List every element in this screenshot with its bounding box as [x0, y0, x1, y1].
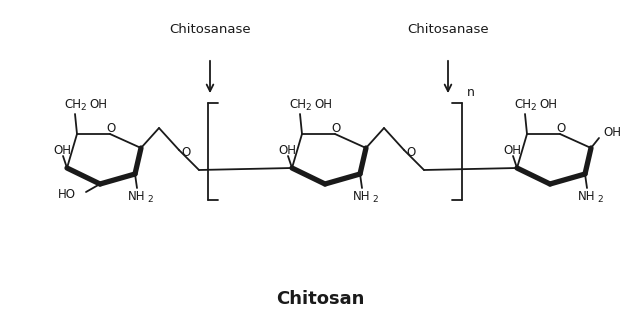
- Text: O: O: [106, 122, 116, 135]
- Text: CH: CH: [289, 98, 307, 110]
- Text: CH: CH: [515, 98, 531, 110]
- Text: 2: 2: [80, 102, 86, 112]
- Text: OH: OH: [89, 98, 107, 110]
- Text: OH: OH: [603, 126, 621, 139]
- Text: 2: 2: [372, 195, 378, 204]
- Text: NH: NH: [579, 190, 596, 203]
- Text: OH: OH: [503, 143, 521, 156]
- Text: n: n: [467, 86, 475, 99]
- Text: O: O: [556, 122, 566, 135]
- Text: Chitosan: Chitosan: [276, 290, 364, 308]
- Text: OH: OH: [53, 143, 71, 156]
- Text: 2: 2: [530, 102, 536, 112]
- Text: O: O: [181, 146, 190, 158]
- Text: Chitosanase: Chitosanase: [407, 23, 489, 36]
- Text: 2: 2: [597, 195, 603, 204]
- Text: OH: OH: [278, 143, 296, 156]
- Text: CH: CH: [65, 98, 81, 110]
- Text: 2: 2: [305, 102, 311, 112]
- Text: 2: 2: [147, 195, 152, 204]
- Text: Chitosanase: Chitosanase: [169, 23, 251, 36]
- Text: O: O: [406, 146, 415, 158]
- Text: NH: NH: [128, 190, 146, 203]
- Text: OH: OH: [314, 98, 332, 110]
- Text: HO: HO: [58, 188, 76, 201]
- Text: O: O: [332, 122, 340, 135]
- Text: NH: NH: [353, 190, 371, 203]
- Text: OH: OH: [539, 98, 557, 110]
